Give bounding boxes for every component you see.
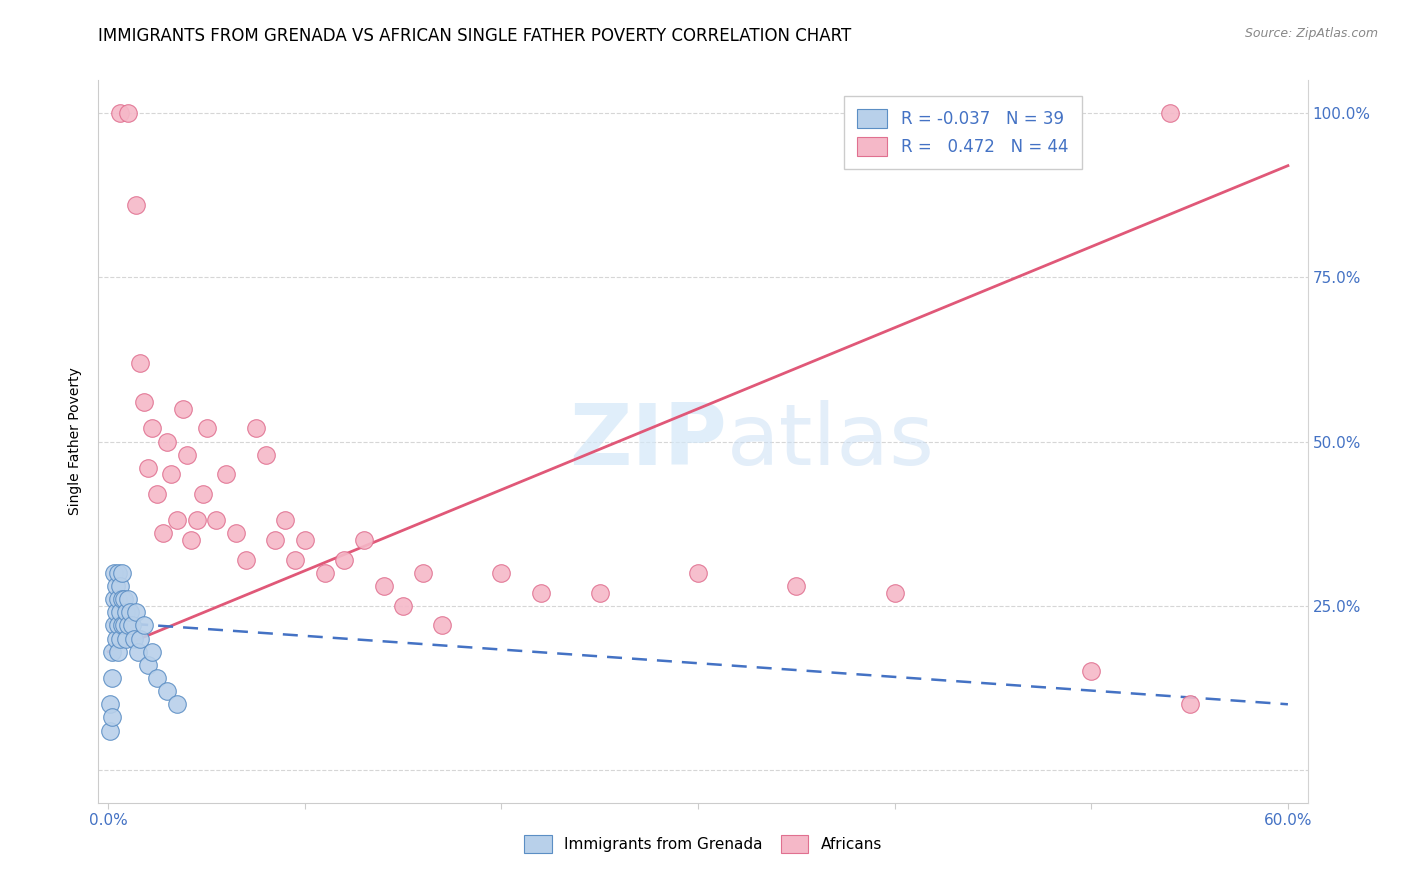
Point: [117, 106, 139, 120]
Point: [160, 467, 183, 482]
Point: [294, 533, 316, 547]
Point: [688, 566, 710, 580]
Point: [108, 106, 131, 120]
Point: [128, 632, 150, 646]
Point: [284, 553, 307, 567]
Point: [112, 618, 135, 632]
Point: [125, 605, 148, 619]
Point: [491, 566, 513, 580]
Y-axis label: Single Father Poverty: Single Father Poverty: [69, 368, 83, 516]
Point: [353, 533, 375, 547]
Point: [146, 487, 169, 501]
Point: [235, 553, 257, 567]
Point: [117, 592, 139, 607]
Point: [333, 553, 356, 567]
Point: [132, 618, 155, 632]
Text: Source: ZipAtlas.com: Source: ZipAtlas.com: [1244, 27, 1378, 40]
Point: [103, 618, 125, 632]
Point: [107, 645, 129, 659]
Point: [122, 632, 145, 646]
Point: [98, 698, 121, 712]
Point: [264, 533, 287, 547]
Point: [785, 579, 807, 593]
Point: [132, 395, 155, 409]
Point: [176, 448, 198, 462]
Point: [191, 487, 214, 501]
Point: [105, 579, 128, 593]
Text: atlas: atlas: [727, 400, 935, 483]
Point: [136, 657, 159, 672]
Point: [111, 618, 134, 632]
Point: [108, 605, 131, 619]
Point: [166, 698, 188, 712]
Point: [128, 356, 150, 370]
Point: [105, 632, 128, 646]
Point: [530, 585, 553, 599]
Point: [1080, 665, 1102, 679]
Point: [314, 566, 336, 580]
Text: IMMIGRANTS FROM GRENADA VS AFRICAN SINGLE FATHER POVERTY CORRELATION CHART: IMMIGRANTS FROM GRENADA VS AFRICAN SINGL…: [98, 27, 852, 45]
Point: [98, 723, 121, 738]
Point: [205, 513, 228, 527]
Point: [107, 566, 129, 580]
Point: [156, 434, 179, 449]
Point: [101, 710, 124, 724]
Point: [172, 401, 194, 416]
Point: [392, 599, 415, 613]
Point: [101, 645, 124, 659]
Point: [115, 605, 138, 619]
Point: [432, 618, 454, 632]
Point: [111, 566, 134, 580]
Point: [111, 592, 134, 607]
Point: [883, 585, 905, 599]
Point: [118, 605, 141, 619]
Point: [254, 448, 277, 462]
Point: [136, 460, 159, 475]
Point: [103, 566, 125, 580]
Point: [101, 671, 124, 685]
Point: [125, 198, 148, 212]
Point: [115, 632, 138, 646]
Legend: Immigrants from Grenada, Africans: Immigrants from Grenada, Africans: [516, 827, 890, 860]
Point: [166, 513, 188, 527]
Point: [146, 671, 169, 685]
Point: [141, 645, 163, 659]
Point: [107, 592, 129, 607]
Point: [373, 579, 395, 593]
Point: [589, 585, 612, 599]
Point: [112, 592, 135, 607]
Point: [156, 684, 179, 698]
Point: [274, 513, 297, 527]
Point: [152, 526, 174, 541]
Point: [225, 526, 247, 541]
Point: [108, 632, 131, 646]
Point: [117, 618, 139, 632]
Point: [127, 645, 149, 659]
Point: [186, 513, 208, 527]
Point: [1159, 106, 1181, 120]
Point: [105, 605, 128, 619]
Point: [412, 566, 434, 580]
Point: [215, 467, 238, 482]
Point: [108, 579, 131, 593]
Point: [121, 618, 143, 632]
Point: [195, 421, 218, 435]
Point: [180, 533, 202, 547]
Text: ZIP: ZIP: [569, 400, 727, 483]
Point: [141, 421, 163, 435]
Point: [107, 618, 129, 632]
Point: [1178, 698, 1201, 712]
Point: [103, 592, 125, 607]
Point: [245, 421, 267, 435]
